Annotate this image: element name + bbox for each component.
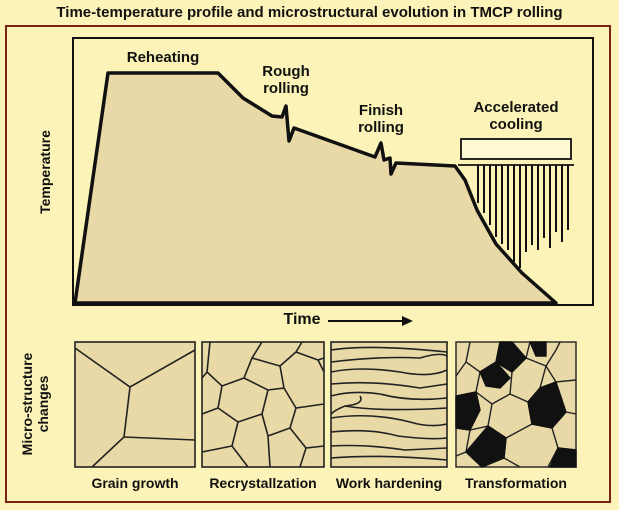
stage-accel-line1: Accelerated — [473, 99, 559, 116]
stage-reheating: Reheating — [126, 49, 200, 66]
stage-accelerated-cooling: Accelerated cooling — [458, 99, 574, 133]
stage-finish-line2: rolling — [358, 119, 404, 136]
panel-work-hardening — [330, 341, 448, 468]
stage-rough-line2: rolling — [263, 80, 309, 97]
stage-finish-line1: Finish — [358, 102, 404, 119]
x-axis-label: Time — [283, 311, 321, 328]
time-arrowhead — [402, 316, 413, 326]
stage-accel-line2: cooling — [489, 116, 543, 133]
caption-work-hardening: Work hardening — [335, 475, 443, 491]
stage-rough-line1: Rough — [262, 63, 310, 80]
diagram-title: Time-temperature profile and microstruct… — [56, 4, 563, 21]
side-label-line2: changes — [35, 375, 51, 433]
panel-grain-growth — [74, 341, 196, 468]
temperature-profile — [73, 71, 558, 305]
y-axis-label: Temperature — [37, 130, 53, 214]
panel-transformation — [455, 341, 577, 468]
stage-rough-rolling: Rough rolling — [250, 63, 322, 97]
caption-transformation: Transformation — [465, 475, 567, 491]
cooling-box — [460, 138, 572, 160]
stage-finish-rolling: Finish rolling — [345, 102, 417, 136]
caption-grain-growth: Grain growth — [91, 475, 179, 491]
panel-recrystallization — [201, 341, 325, 468]
microstructure-side-label: Micro-structure changes — [19, 349, 51, 459]
caption-recrystallization: Recrystallzation — [209, 475, 317, 491]
cooling-sprays — [477, 165, 569, 268]
diagram-frame — [5, 25, 611, 503]
side-label-line1: Micro-structure — [19, 352, 35, 456]
